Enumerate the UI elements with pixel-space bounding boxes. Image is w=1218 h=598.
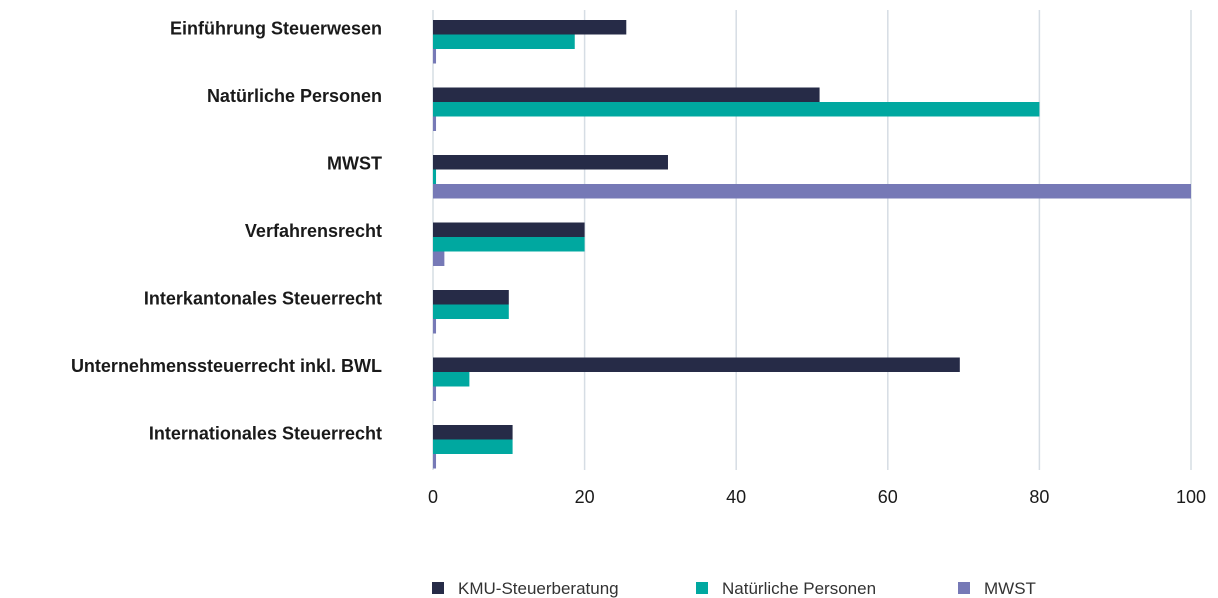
x-tick-label: 40 <box>726 487 746 507</box>
bar-1-2 <box>433 87 820 102</box>
x-tick-label: 20 <box>575 487 595 507</box>
category-label: Verfahrensrecht <box>245 221 382 241</box>
legend-swatch-3 <box>958 582 970 594</box>
category-label: MWST <box>327 154 382 174</box>
bar-2-3 <box>433 169 437 184</box>
bar-3-3 <box>433 184 1191 199</box>
category-label: Einführung Steuerwesen <box>170 19 382 39</box>
bar-3-4 <box>433 251 445 266</box>
bar-2-1 <box>433 34 575 49</box>
bar-2-4 <box>433 237 585 252</box>
x-tick-label: 0 <box>428 487 438 507</box>
legend-label-1: KMU-Steuerberatung <box>458 579 619 598</box>
legend-swatch-2 <box>696 582 708 594</box>
legend-swatch-1 <box>432 582 444 594</box>
legend: KMU-Steuerberatung Natürliche Personen MWS… <box>432 579 1036 598</box>
x-tick-label: 60 <box>878 487 898 507</box>
category-label: Unternehmenssteuerrecht inkl. BWL <box>71 356 382 376</box>
bar-3-5 <box>433 319 437 334</box>
x-tick-label: 100 <box>1176 487 1206 507</box>
bar-1-6 <box>433 357 960 372</box>
bar-1-1 <box>433 20 627 35</box>
x-tick-label: 80 <box>1029 487 1049 507</box>
legend-label-2: Natürliche Personen <box>722 579 876 598</box>
bar-3-1 <box>433 49 437 64</box>
bar-1-5 <box>433 290 509 305</box>
category-label: Interkantonales Steuerrecht <box>144 289 382 309</box>
bars <box>433 20 1191 469</box>
bar-2-7 <box>433 439 513 454</box>
bar-3-6 <box>433 386 437 401</box>
bar-1-7 <box>433 425 513 440</box>
legend-label-3: MWST <box>984 579 1036 598</box>
bar-3-7 <box>433 454 437 469</box>
category-label: Internationales Steuerrecht <box>149 424 382 444</box>
category-labels: Einführung Steuerwesen Natürliche Persone… <box>71 19 382 444</box>
bar-2-6 <box>433 372 470 387</box>
bar-2-2 <box>433 102 1040 117</box>
bar-3-2 <box>433 116 437 131</box>
category-label: Natürliche Personen <box>207 86 382 106</box>
bar-1-4 <box>433 222 585 237</box>
bar-1-3 <box>433 155 668 170</box>
x-axis-tick-labels: 0 20 40 60 80 100 <box>428 487 1206 507</box>
bar-2-5 <box>433 304 509 319</box>
